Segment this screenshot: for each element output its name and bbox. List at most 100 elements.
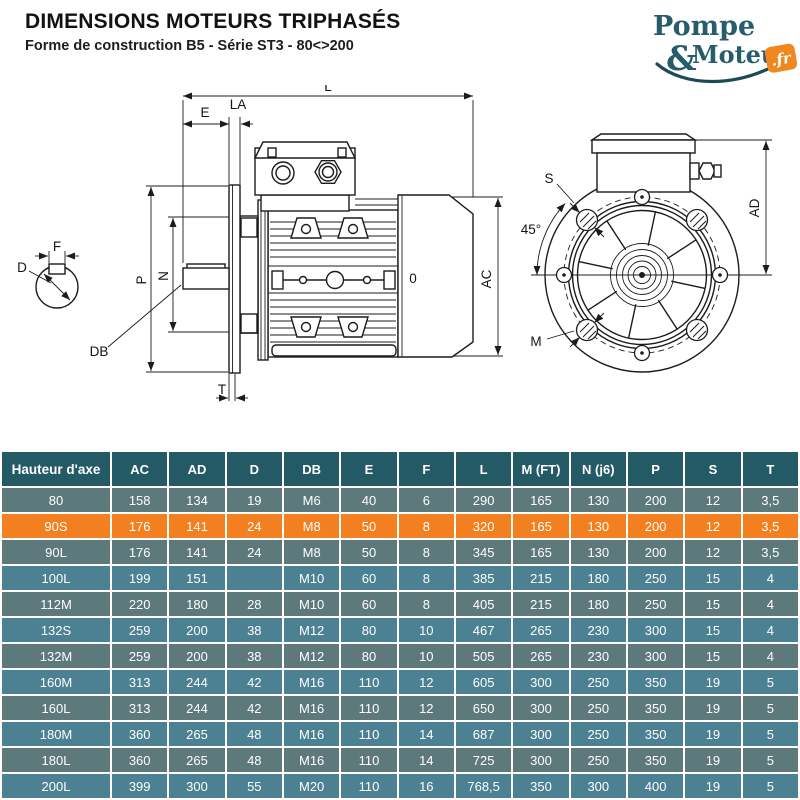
logo-word-pompe: Pompe bbox=[653, 11, 755, 42]
table-cell: 200 bbox=[167, 616, 227, 644]
table-cell: 38 bbox=[224, 616, 284, 644]
table-cell: 16 bbox=[396, 772, 456, 800]
table-cell: 19 bbox=[224, 486, 284, 514]
table-cell: 350 bbox=[625, 694, 686, 722]
table-cell: 345 bbox=[453, 538, 514, 566]
table-row-90S: 90S 176 141 24 M8 50 8 320 165 130 200 12 3,5 bbox=[0, 512, 800, 540]
table-cell: 200L bbox=[0, 772, 112, 800]
table-cell: 244 bbox=[167, 694, 227, 722]
table-cell: 132M bbox=[0, 642, 112, 670]
table-cell: 10 bbox=[396, 642, 456, 670]
table-cell: 5 bbox=[740, 772, 800, 800]
table-cell: 4 bbox=[740, 564, 800, 592]
table-cell: 48 bbox=[224, 720, 284, 748]
table-cell: 19 bbox=[683, 694, 743, 722]
table-cell: M6 bbox=[281, 486, 342, 514]
table-cell: 19 bbox=[683, 746, 743, 774]
table-cell: M10 bbox=[281, 564, 342, 592]
table-cell: 15 bbox=[683, 642, 743, 670]
table-cell: 250 bbox=[568, 746, 628, 774]
table-cell: 350 bbox=[511, 772, 571, 800]
table-cell: 19 bbox=[683, 772, 743, 800]
table-cell: 350 bbox=[625, 746, 686, 774]
table-cell: 42 bbox=[224, 694, 284, 722]
column-header-hauteur-daxe: Hauteur d'axe bbox=[0, 450, 112, 488]
table-cell: 19 bbox=[683, 720, 743, 748]
page-subtitle: Forme de construction B5 - Série ST3 - 8… bbox=[25, 38, 354, 54]
column-header-ac: AC bbox=[109, 450, 170, 488]
dim-label-DB: DB bbox=[90, 344, 109, 359]
column-header-d: D bbox=[224, 450, 284, 488]
table-cell: 141 bbox=[167, 512, 227, 540]
table-cell: M16 bbox=[281, 668, 342, 696]
table-cell: 250 bbox=[568, 668, 628, 696]
table-cell: 180 bbox=[568, 590, 628, 618]
table-cell: 200 bbox=[625, 512, 686, 540]
table-cell: 250 bbox=[625, 590, 686, 618]
table-cell: 3,5 bbox=[740, 538, 800, 566]
dim-label-F: F bbox=[53, 239, 61, 254]
table-cell: 300 bbox=[167, 772, 227, 800]
dim-label-45: 45° bbox=[521, 222, 541, 237]
column-header-p: P bbox=[625, 450, 686, 488]
table-cell: 250 bbox=[625, 564, 686, 592]
side-view: L E LA P N AC DB T 0 bbox=[90, 85, 503, 402]
table-cell: 110 bbox=[339, 772, 399, 800]
table-cell: 300 bbox=[511, 720, 571, 748]
table-cell: 3,5 bbox=[740, 512, 800, 540]
table-cell: 50 bbox=[339, 538, 399, 566]
table-cell: 15 bbox=[683, 564, 743, 592]
table-cell: 160M bbox=[0, 668, 112, 696]
table-cell: 259 bbox=[109, 642, 170, 670]
table-row-200L: 200L 399 300 55 M20 110 16 768,5 350 300 400 19 5 bbox=[0, 772, 800, 800]
table-cell: 300 bbox=[511, 746, 571, 774]
table-cell: 80 bbox=[339, 642, 399, 670]
table-cell: 130 bbox=[568, 512, 628, 540]
table-cell: 176 bbox=[109, 512, 170, 540]
table-cell: 24 bbox=[224, 538, 284, 566]
table-cell: 132S bbox=[0, 616, 112, 644]
table-cell: 180M bbox=[0, 720, 112, 748]
table-cell: 400 bbox=[625, 772, 686, 800]
dim-label-AD: AD bbox=[747, 198, 762, 217]
table-cell: 200 bbox=[625, 486, 686, 514]
table-cell: 60 bbox=[339, 590, 399, 618]
column-header-l: L bbox=[453, 450, 514, 488]
table-cell: 160L bbox=[0, 694, 112, 722]
table-cell: 605 bbox=[453, 668, 514, 696]
table-cell: 320 bbox=[453, 512, 514, 540]
table-cell: 300 bbox=[511, 694, 571, 722]
table-cell: 215 bbox=[511, 564, 571, 592]
table-cell: 19 bbox=[683, 668, 743, 696]
shaft-section-inset: F D bbox=[17, 239, 79, 309]
table-cell: 110 bbox=[339, 746, 399, 774]
table-cell: 360 bbox=[109, 746, 170, 774]
table-cell: 14 bbox=[396, 746, 456, 774]
table-row-160L: 160L 313 244 42 M16 110 12 650 300 250 350 19 5 bbox=[0, 694, 800, 722]
table-cell: 230 bbox=[568, 616, 628, 644]
table-cell: 176 bbox=[109, 538, 170, 566]
table-cell: 12 bbox=[683, 538, 743, 566]
dimension-table: Hauteur d'axe AC AD D DB E F L M (FT) N (j6) P S T 8… bbox=[0, 450, 800, 800]
table-cell: 250 bbox=[568, 720, 628, 748]
table-cell: M16 bbox=[281, 720, 342, 748]
table-cell: 399 bbox=[109, 772, 170, 800]
table-cell: 725 bbox=[453, 746, 514, 774]
column-header-e: E bbox=[339, 450, 399, 488]
table-cell: M8 bbox=[281, 512, 342, 540]
table-cell: 165 bbox=[511, 538, 571, 566]
column-header-s: S bbox=[683, 450, 743, 488]
table-cell: 15 bbox=[683, 590, 743, 618]
logo-swoosh bbox=[655, 58, 787, 83]
dim-label-T: T bbox=[218, 382, 226, 397]
table-cell: M12 bbox=[281, 616, 342, 644]
table-cell: 165 bbox=[511, 512, 571, 540]
table-cell: 165 bbox=[511, 486, 571, 514]
technical-drawing: L E LA P N AC DB T 0 F D bbox=[17, 85, 772, 402]
column-header-nj6: N (j6) bbox=[568, 450, 628, 488]
column-header-f: F bbox=[396, 450, 456, 488]
dim-label-D: D bbox=[17, 260, 27, 275]
table-cell: 12 bbox=[683, 486, 743, 514]
table-cell: 265 bbox=[167, 720, 227, 748]
table-cell: 130 bbox=[568, 486, 628, 514]
